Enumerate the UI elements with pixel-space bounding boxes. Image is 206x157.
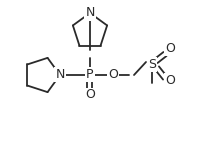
Text: O: O <box>108 68 117 81</box>
Text: N: N <box>85 6 94 19</box>
Text: S: S <box>147 59 155 71</box>
Text: O: O <box>85 89 95 101</box>
Text: N: N <box>55 68 64 81</box>
Text: P: P <box>86 68 93 81</box>
Text: O: O <box>164 43 174 56</box>
Text: O: O <box>164 75 174 87</box>
